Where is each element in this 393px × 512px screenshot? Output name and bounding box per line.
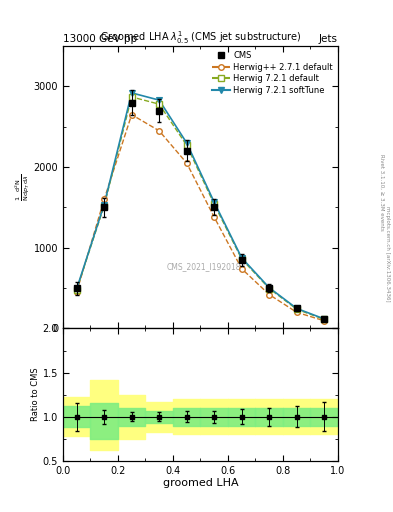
Text: mcplots.cern.ch [arXiv:1306.3436]: mcplots.cern.ch [arXiv:1306.3436]: [386, 206, 390, 301]
Y-axis label: Ratio to CMS: Ratio to CMS: [31, 368, 40, 421]
Legend: CMS, Herwig++ 2.7.1 default, Herwig 7.2.1 default, Herwig 7.2.1 softTune: CMS, Herwig++ 2.7.1 default, Herwig 7.2.…: [208, 48, 336, 98]
Text: CMS_2021_I1920187: CMS_2021_I1920187: [166, 262, 246, 271]
X-axis label: groomed LHA: groomed LHA: [163, 478, 238, 488]
Text: 13000 GeV pp: 13000 GeV pp: [63, 33, 137, 44]
Text: Rivet 3.1.10, ≥ 3.3M events: Rivet 3.1.10, ≥ 3.3M events: [380, 154, 384, 230]
Y-axis label: $\frac{1}{\mathrm{N}}\frac{\mathrm{d}^{2}\mathrm{N}}{\mathrm{d}p_{T}\,\mathrm{d}: $\frac{1}{\mathrm{N}}\frac{\mathrm{d}^{2…: [14, 174, 32, 201]
Text: Jets: Jets: [319, 33, 338, 44]
Title: Groomed LHA $\lambda^{1}_{0.5}$ (CMS jet substructure): Groomed LHA $\lambda^{1}_{0.5}$ (CMS jet…: [100, 29, 301, 46]
